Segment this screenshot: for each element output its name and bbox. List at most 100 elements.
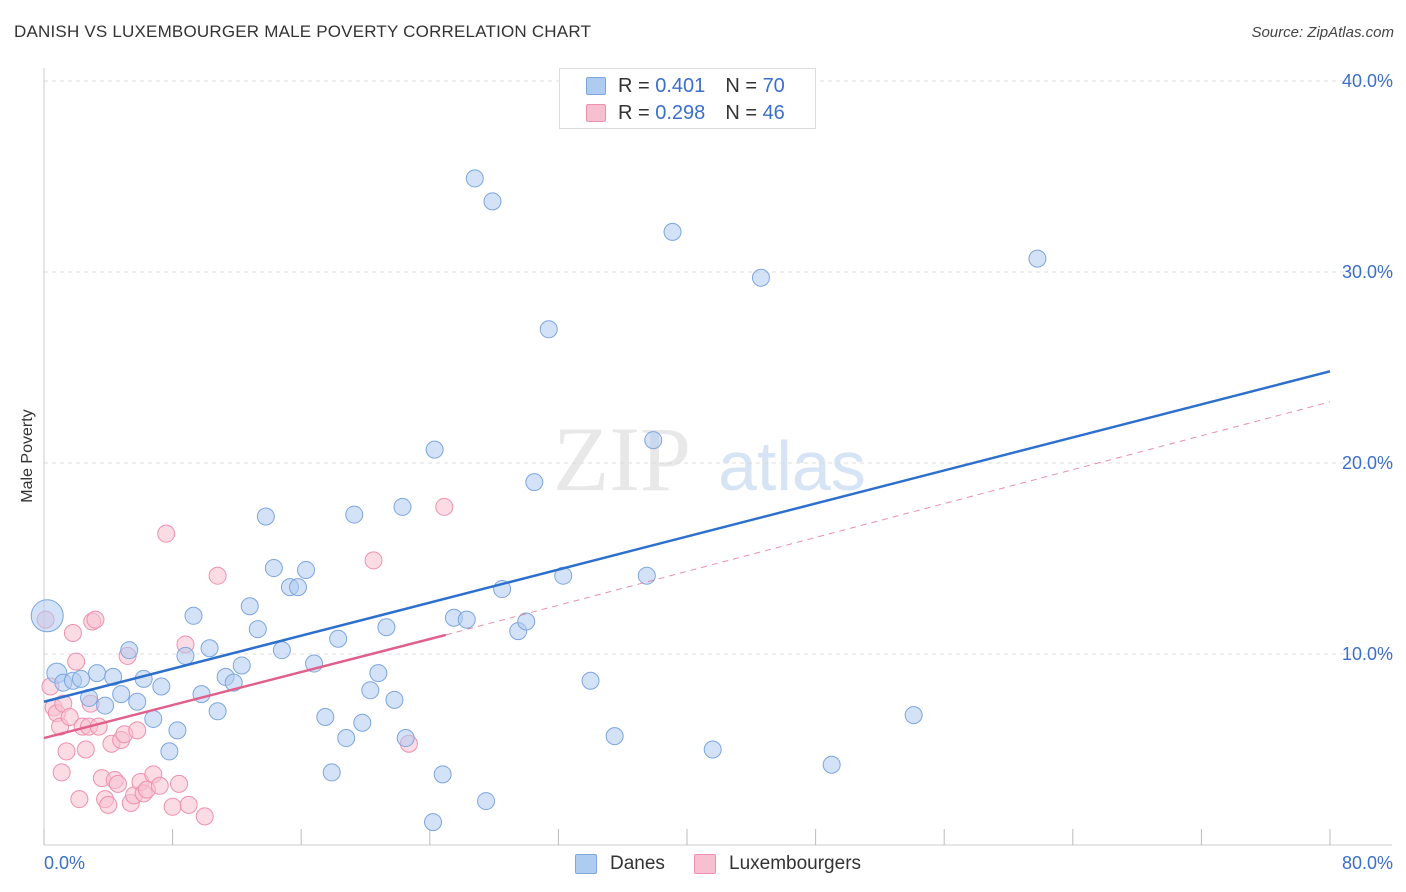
trend-lines xyxy=(43,370,1331,740)
legend-row-danes: R = 0.401 N = 70 xyxy=(586,74,785,98)
danes-point-35 xyxy=(322,763,341,782)
lux-point-39 xyxy=(195,807,214,826)
danes-point-61 xyxy=(605,727,624,746)
danes-point-28 xyxy=(264,559,283,578)
lux-point-34 xyxy=(157,524,176,543)
lux-point-33 xyxy=(150,776,169,795)
danes-point-8 xyxy=(104,667,123,686)
danes-point-51 xyxy=(465,169,484,188)
lux-point-15 xyxy=(86,610,105,629)
danes-point-62 xyxy=(637,566,656,585)
tick-labels: 10.0% 20.0% 30.0% 40.0% 0.0% 80.0% xyxy=(44,71,1393,873)
danes-point-50 xyxy=(457,610,476,629)
danes-point-11 xyxy=(128,692,147,711)
lux-n-label: N = xyxy=(725,101,757,124)
danes-point-0 xyxy=(30,599,64,633)
danes-point-37 xyxy=(337,729,356,748)
watermark-atlas: atlas xyxy=(718,427,866,505)
danes-trend-line xyxy=(43,370,1331,703)
lux-point-6 xyxy=(57,742,76,761)
danes-point-65 xyxy=(703,740,722,759)
lux-point-38 xyxy=(179,795,198,814)
danes-point-63 xyxy=(644,431,663,450)
danes-point-53 xyxy=(483,192,502,211)
lux-r-label: R = xyxy=(618,101,650,124)
danes-point-4 xyxy=(71,669,90,688)
danes-point-45 xyxy=(396,729,415,748)
axes xyxy=(43,68,1392,846)
danes-point-57 xyxy=(525,473,544,492)
x-tick-label-0: 0.0% xyxy=(44,853,85,873)
danes-point-34 xyxy=(316,708,335,727)
lux-point-22 xyxy=(108,774,127,793)
danes-r-value: 0.401 xyxy=(655,74,706,97)
danes-point-52 xyxy=(477,792,496,811)
watermark-zip: ZIP xyxy=(553,408,691,510)
watermark: ZIP atlas xyxy=(553,408,866,510)
danes-point-21 xyxy=(208,702,227,721)
danes-point-27 xyxy=(256,507,275,526)
lux-swatch xyxy=(586,104,606,122)
lux-trend-extension xyxy=(445,401,1331,636)
lux-point-28 xyxy=(128,721,147,740)
danes-point-64 xyxy=(663,222,682,241)
danes-point-44 xyxy=(393,497,412,516)
danes-point-31 xyxy=(288,578,307,597)
danes-point-25 xyxy=(240,597,259,616)
danes-point-38 xyxy=(345,505,364,524)
danes-legend-label: Danes xyxy=(610,853,665,874)
lux-point-7 xyxy=(60,708,79,727)
correlation-legend: R = 0.401 N = 70 R = 0.298 N = 46 xyxy=(559,68,816,129)
danes-r-label: R = xyxy=(618,74,650,97)
lux-point-43 xyxy=(435,497,454,516)
danes-point-20 xyxy=(200,639,219,658)
danes-point-67 xyxy=(822,755,841,774)
lux-point-40 xyxy=(208,566,227,585)
lux-point-12 xyxy=(76,740,95,759)
danes-points xyxy=(30,169,1047,832)
lux-point-10 xyxy=(70,790,89,809)
danes-point-42 xyxy=(377,618,396,637)
danes-point-6 xyxy=(88,664,107,683)
bottom-legend-danes: Danes xyxy=(575,851,665,877)
danes-n-value: 70 xyxy=(762,74,785,97)
chart-title: DANISH VS LUXEMBOURGER MALE POVERTY CORR… xyxy=(14,22,592,41)
danes-legend-swatch xyxy=(575,854,597,874)
danes-point-47 xyxy=(425,440,444,459)
lux-point-8 xyxy=(63,623,82,642)
x-tick-label-1: 80.0% xyxy=(1342,853,1393,873)
danes-point-7 xyxy=(96,696,115,715)
danes-point-26 xyxy=(248,620,267,639)
luxembourgers-points xyxy=(36,497,454,826)
danes-point-60 xyxy=(581,671,600,690)
lux-point-44 xyxy=(52,763,71,782)
lux-legend-label: Luxembourgers xyxy=(729,853,862,874)
danes-point-46 xyxy=(424,813,443,832)
danes-point-15 xyxy=(160,742,179,761)
lux-point-9 xyxy=(67,652,86,671)
danes-point-36 xyxy=(329,629,348,648)
lux-trend-line xyxy=(43,633,447,740)
lux-point-35 xyxy=(163,797,182,816)
danes-point-43 xyxy=(385,690,404,709)
lux-point-19 xyxy=(99,795,118,814)
danes-point-16 xyxy=(168,721,187,740)
grid xyxy=(44,80,1392,655)
danes-point-66 xyxy=(751,268,770,287)
y-tick-label-0: 10.0% xyxy=(1342,644,1393,664)
danes-point-40 xyxy=(361,681,380,700)
legend-row-luxembourgers: R = 0.298 N = 46 xyxy=(586,101,785,125)
danes-point-69 xyxy=(1028,249,1047,268)
lux-point-41 xyxy=(364,551,383,570)
danes-point-9 xyxy=(112,685,131,704)
lux-point-36 xyxy=(170,774,189,793)
danes-point-68 xyxy=(904,706,923,725)
danes-swatch xyxy=(586,77,606,95)
danes-point-29 xyxy=(272,641,291,660)
bottom-legend-luxembourgers: Luxembourgers xyxy=(694,851,861,877)
lux-legend-swatch xyxy=(694,854,716,874)
lux-r-value: 0.298 xyxy=(655,101,706,124)
danes-point-56 xyxy=(517,612,536,631)
danes-point-41 xyxy=(369,664,388,683)
